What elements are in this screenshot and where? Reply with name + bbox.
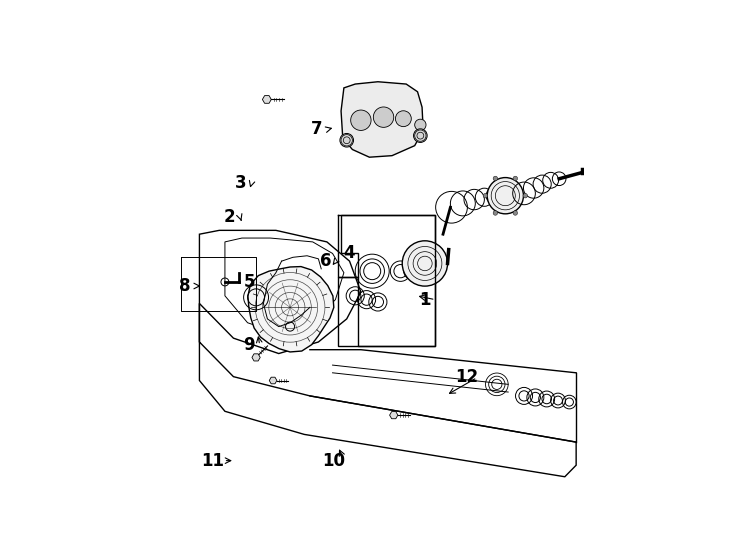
Text: 11: 11 [202,451,225,470]
Circle shape [487,178,523,214]
Polygon shape [252,354,261,361]
Circle shape [351,110,371,131]
Polygon shape [269,377,277,384]
Polygon shape [341,82,424,157]
Text: 2: 2 [224,208,236,226]
Circle shape [413,129,427,143]
Circle shape [340,133,354,147]
Text: 6: 6 [320,252,331,270]
Circle shape [483,193,487,198]
Circle shape [402,241,448,286]
Circle shape [396,111,411,127]
Polygon shape [248,267,334,352]
Circle shape [374,107,393,127]
Text: 1: 1 [420,291,431,309]
Text: 7: 7 [311,120,323,138]
Text: 8: 8 [179,277,191,295]
Circle shape [513,176,517,181]
Text: 3: 3 [235,174,247,192]
Circle shape [493,176,498,181]
Circle shape [415,119,426,131]
Text: 12: 12 [455,368,479,387]
Text: 10: 10 [322,451,345,470]
Circle shape [493,211,498,215]
Text: 5: 5 [244,273,255,291]
Circle shape [523,193,528,198]
Polygon shape [390,411,398,418]
Circle shape [513,211,517,215]
Text: 9: 9 [244,336,255,354]
Text: 4: 4 [344,244,355,262]
Polygon shape [262,96,272,103]
